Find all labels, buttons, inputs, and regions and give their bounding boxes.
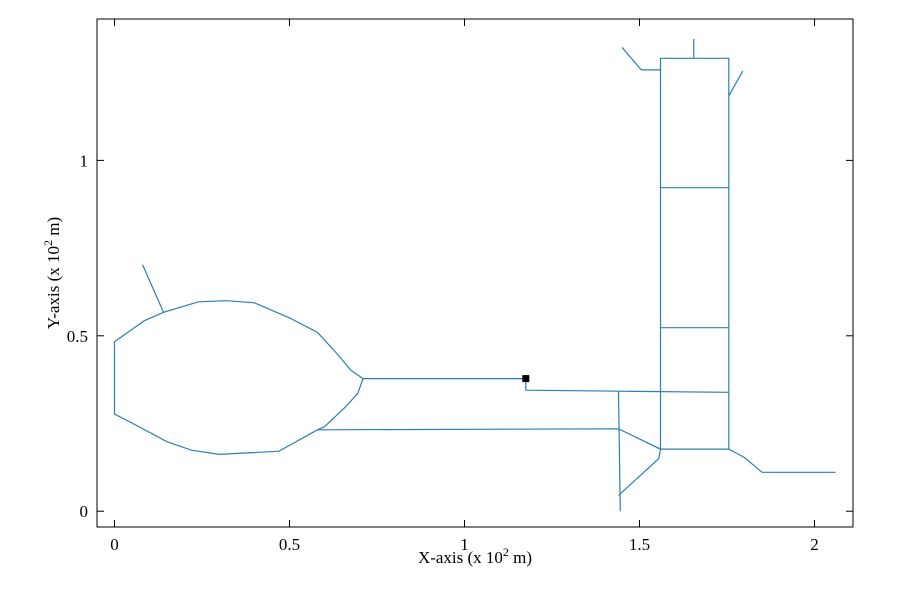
- network-line-3: [363, 378, 729, 393]
- x-tick-label: 1: [460, 535, 469, 554]
- y-tick-label: 0: [80, 502, 89, 521]
- network-line-11: [728, 70, 744, 97]
- y-axis-label: Y-axis (x 102 m): [41, 217, 63, 329]
- y-tick-label: 0.5: [67, 327, 88, 346]
- network-line-4: [317, 428, 836, 473]
- network-line-6: [618, 57, 730, 496]
- x-tick-label: 2: [810, 535, 819, 554]
- x-tick-label: 0: [110, 535, 119, 554]
- network-line-1: [113, 300, 364, 456]
- network-line-5: [617, 391, 621, 512]
- marker-point: [522, 375, 530, 383]
- y-axis-ticks: 00.51: [67, 151, 853, 521]
- y-tick-label: 1: [80, 151, 89, 170]
- plot-frame: [96, 18, 854, 528]
- x-tick-label: 0.5: [279, 535, 300, 554]
- network-line-9: [621, 47, 661, 71]
- x-axis-label: X-axis (x 102 m): [418, 545, 532, 567]
- x-tick-label: 1.5: [629, 535, 650, 554]
- network-line-2: [141, 264, 165, 313]
- plot-marks: [113, 39, 836, 512]
- x-axis-ticks: 0 0.5 1 1.5 2: [110, 19, 819, 554]
